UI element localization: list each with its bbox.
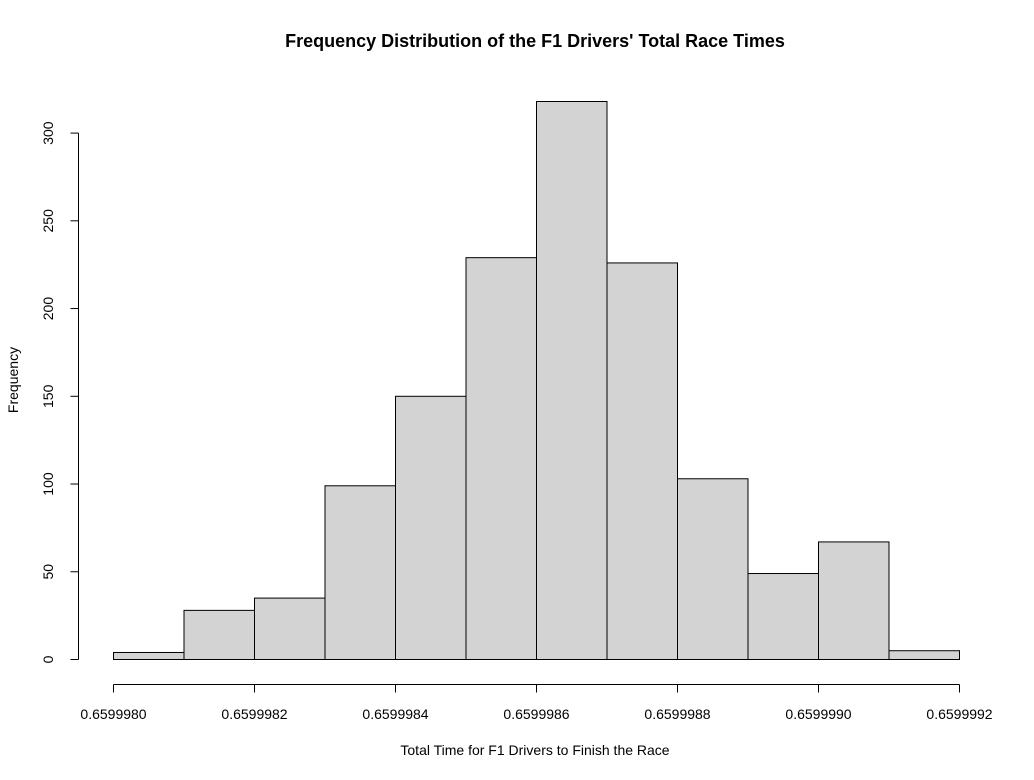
histogram-bar bbox=[465, 257, 537, 660]
histogram-bar bbox=[747, 573, 819, 660]
x-tick-label: 0.6599992 bbox=[926, 706, 992, 722]
y-axis-label: Frequency bbox=[5, 347, 21, 413]
x-tick-label: 0.6599980 bbox=[80, 706, 146, 722]
y-tick-label: 250 bbox=[40, 209, 56, 233]
histogram-bar bbox=[395, 395, 467, 660]
x-tick-label: 0.6599982 bbox=[221, 706, 287, 722]
x-tick-label: 0.6599986 bbox=[503, 706, 569, 722]
y-axis: 0 50 100 150 200 250 300 bbox=[40, 121, 79, 663]
x-axis: 0.6599980 0.6599982 0.6599984 0.6599986 0.65… bbox=[80, 684, 993, 722]
histogram-bar bbox=[536, 101, 608, 660]
y-tick-label: 200 bbox=[40, 297, 56, 321]
histogram-bar bbox=[818, 541, 890, 660]
bars bbox=[113, 101, 960, 661]
histogram-bar bbox=[677, 478, 749, 661]
x-tick-label: 0.6599984 bbox=[362, 706, 428, 722]
chart-title: Frequency Distribution of the F1 Drivers… bbox=[285, 31, 785, 51]
histogram-bar bbox=[606, 262, 678, 660]
histogram-bar bbox=[183, 609, 255, 660]
y-tick-label: 0 bbox=[40, 655, 56, 663]
y-tick-label: 100 bbox=[40, 472, 56, 496]
x-axis-label: Total Time for F1 Drivers to Finish the … bbox=[400, 742, 669, 758]
y-tick-label: 150 bbox=[40, 384, 56, 408]
x-tick-label: 0.6599990 bbox=[785, 706, 851, 722]
x-tick-label: 0.6599988 bbox=[644, 706, 710, 722]
histogram-bar bbox=[254, 597, 326, 660]
histogram-bar bbox=[113, 651, 185, 661]
histogram-bar bbox=[888, 650, 960, 661]
y-tick-label: 300 bbox=[40, 121, 56, 145]
y-tick-label: 50 bbox=[40, 564, 56, 580]
histogram-bar bbox=[324, 485, 396, 660]
